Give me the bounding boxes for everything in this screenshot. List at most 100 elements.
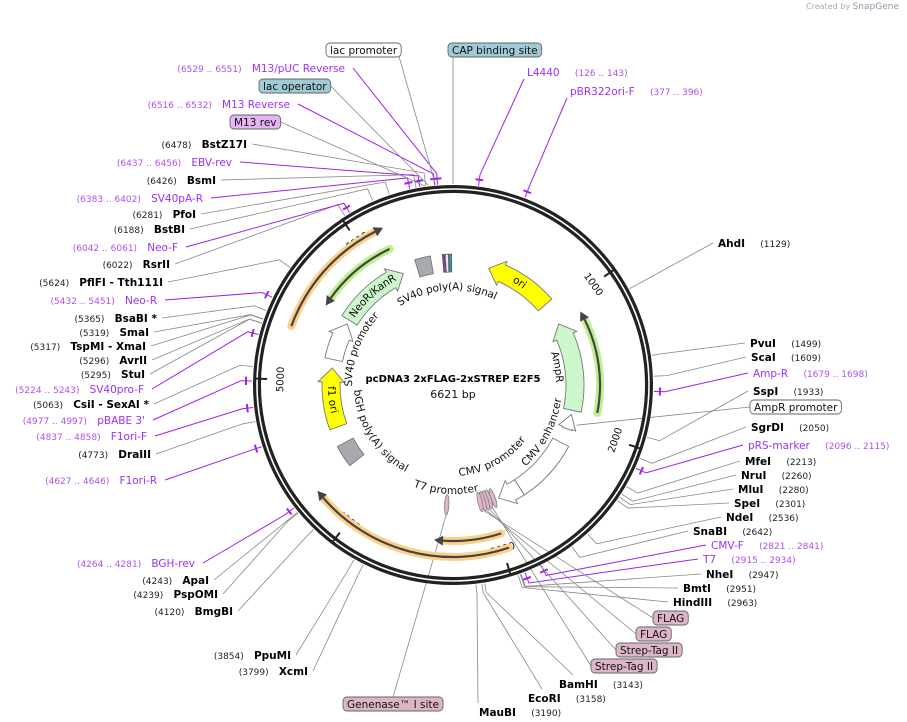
feature-name: f1 ori	[325, 386, 340, 415]
feature-sv40-poly-a-signal[interactable]	[414, 255, 434, 278]
restriction-site-label[interactable]: (6478) BstZ17I	[161, 133, 247, 152]
primer-label[interactable]: (6516 .. 6532) M13 Reverse	[148, 93, 290, 112]
primer-label[interactable]: T7 (2915 .. 2934)	[702, 548, 796, 567]
leader-line	[639, 426, 747, 464]
tick-mark	[506, 562, 512, 574]
primer-label[interactable]: CMV-F (2821 .. 2841)	[711, 534, 823, 553]
primer-label[interactable]: L4440 (126 .. 143)	[527, 61, 628, 80]
primer-label[interactable]: (4627 .. 4646) F1ori-R	[45, 469, 157, 488]
restriction-site-label[interactable]: PvuI (1499)	[750, 332, 821, 351]
feature-ori[interactable]	[488, 260, 553, 312]
restriction-site-label[interactable]: HindIII (2963)	[673, 591, 757, 610]
feature-neor-kanr[interactable]	[341, 268, 404, 326]
feature-small-element[interactable]	[444, 253, 450, 273]
orf-bottom-outer[interactable]	[322, 497, 510, 559]
feature-label-box[interactable]: CAP binding site	[447, 42, 543, 58]
site-position: (1609)	[791, 354, 821, 364]
primer-label[interactable]: (4837 .. 4858) F1ori-F	[36, 425, 147, 444]
feature-bgh-poly-a-signal[interactable]	[336, 437, 365, 467]
feature-f1-ori[interactable]	[316, 367, 348, 431]
restriction-site-label[interactable]: SgrDI (2050)	[751, 416, 829, 435]
restriction-site-label[interactable]: (5365) BsaBI *	[74, 307, 157, 326]
restriction-site-label[interactable]: AhdI (1129)	[718, 232, 790, 251]
feature-t7-promoter[interactable]	[444, 494, 450, 516]
feature-small-element[interactable]	[441, 253, 447, 273]
primer-label[interactable]: pBR322ori-F (377 .. 396)	[570, 80, 703, 99]
feature-label-text: Strep-Tag II	[620, 645, 678, 657]
primer-range: (6516 .. 6532)	[148, 101, 212, 111]
restriction-site-label[interactable]: (5317) TspMI - XmaI	[30, 335, 146, 354]
site-name: RsrII	[143, 259, 170, 271]
restriction-site-label[interactable]: MluI (2280)	[738, 478, 809, 497]
primer-label[interactable]: pRS-marker (2096 .. 2115)	[748, 434, 889, 453]
feature-label-box[interactable]: FLAG	[635, 626, 672, 642]
backbone-outer	[253, 185, 653, 585]
feature-ampr-promoter[interactable]	[557, 413, 577, 432]
feature-cmv-promoter[interactable]	[498, 479, 525, 505]
primer-label[interactable]: Amp-R (1679 .. 1698)	[753, 362, 868, 381]
feature-label-box[interactable]: Strep-Tag II	[590, 658, 658, 674]
feature-label-box[interactable]: Strep-Tag II	[615, 642, 683, 658]
restriction-site-label[interactable]: (3854) PpuMI	[214, 644, 291, 663]
primer-label[interactable]: (6042 .. 6061) Neo-F	[73, 236, 178, 255]
restriction-site-label[interactable]: NruI (2260)	[741, 464, 812, 483]
primer-label[interactable]: (4977 .. 4997) pBABE 3'	[23, 409, 145, 428]
restriction-site-label[interactable]: SnaBI (2642)	[693, 520, 772, 539]
orf-bottom-inner[interactable]	[442, 532, 502, 543]
feature-name-label: f1 ori	[325, 386, 340, 415]
restriction-site-label[interactable]: (5295) StuI	[81, 363, 145, 382]
restriction-site-label[interactable]: (5296) AvrII	[79, 349, 147, 368]
feature-label-box[interactable]: FLAG	[652, 610, 689, 626]
feature-sv40-promoter[interactable]	[324, 323, 354, 363]
restriction-site-label[interactable]: (4773) DraIII	[78, 443, 151, 462]
restriction-site-label[interactable]: (5624) PflFI - Tth111I	[39, 271, 163, 290]
restriction-site-label[interactable]: (4243) ApaI	[142, 569, 209, 588]
leader-line	[153, 364, 253, 405]
feature-label-box[interactable]: M13 rev	[229, 114, 281, 130]
restriction-site-label[interactable]: (5319) SmaI	[79, 321, 149, 340]
restriction-site-label[interactable]: (6281) PfoI	[133, 203, 197, 222]
orf-neor[interactable]	[329, 248, 391, 299]
restriction-site-label[interactable]: BamHI (3143)	[559, 673, 643, 692]
feature-label-box[interactable]: Genenase™ I site	[342, 696, 444, 712]
restriction-site-label[interactable]: (6426) BsmI	[147, 169, 216, 188]
feature-label-box[interactable]: lac promoter	[325, 42, 402, 58]
feature-label-box[interactable]: lac operator	[258, 78, 332, 94]
restriction-site-label[interactable]: BmtI (2951)	[683, 577, 756, 596]
restriction-site-label[interactable]: MfeI (2213)	[745, 450, 816, 469]
orf-top-left[interactable]	[290, 230, 376, 327]
restriction-site-label[interactable]: (6022) RsrII	[103, 253, 170, 272]
feature-label-box[interactable]: AmpR promoter	[749, 399, 842, 415]
restriction-site-label[interactable]: SspI (1933)	[753, 380, 823, 399]
orf-ampr[interactable]	[583, 318, 602, 414]
primer-mark	[342, 204, 351, 211]
site-name: EcoRI	[528, 693, 561, 705]
site-position: (4243)	[142, 577, 172, 587]
primer-label[interactable]: (4264 .. 4281) BGH-rev	[77, 552, 195, 571]
primer-label[interactable]: (5432 .. 5451) Neo-R	[51, 289, 157, 308]
primer-label[interactable]: (6383 .. 6402) SV40pA-R	[77, 187, 203, 206]
tick-label: 1000	[581, 271, 605, 298]
leader-line	[330, 85, 429, 186]
primer-label[interactable]: (6437 .. 6456) EBV-rev	[117, 151, 232, 170]
restriction-site-label[interactable]: EcoRI (3158)	[528, 687, 606, 706]
feature-tag[interactable]	[476, 491, 485, 513]
primer-label[interactable]: (5224 .. 5243) SV40pro-F	[15, 378, 144, 397]
restriction-site-label[interactable]: (4239) PspOMI	[133, 583, 218, 602]
primer-name: pBABE 3'	[97, 415, 145, 427]
restriction-site-label[interactable]: (5063) CsiI - SexAI *	[33, 393, 149, 412]
restriction-site-label[interactable]: SpeI (2301)	[734, 492, 805, 511]
restriction-site-label[interactable]: MauBI (3190)	[479, 701, 561, 720]
feature-ampr[interactable]	[552, 323, 585, 413]
site-position: (5317)	[30, 343, 60, 353]
restriction-site-label[interactable]: (3799) XcmI	[239, 660, 308, 679]
primer-label[interactable]: (6529 .. 6551) M13/pUC Reverse	[177, 57, 345, 76]
site-name: BmtI	[683, 583, 711, 595]
restriction-site-label[interactable]: (6188) BstBI	[114, 218, 185, 237]
restriction-site-label[interactable]: NdeI (2536)	[726, 506, 799, 525]
restriction-site-label[interactable]: (4120) BmgBI	[155, 600, 233, 619]
restriction-site-label[interactable]: ScaI (1609)	[751, 346, 821, 365]
feature-name: bGH poly(A) signal	[351, 389, 410, 475]
restriction-site-label[interactable]: NheI (2947)	[706, 563, 779, 582]
feature-small-element[interactable]	[448, 253, 453, 273]
